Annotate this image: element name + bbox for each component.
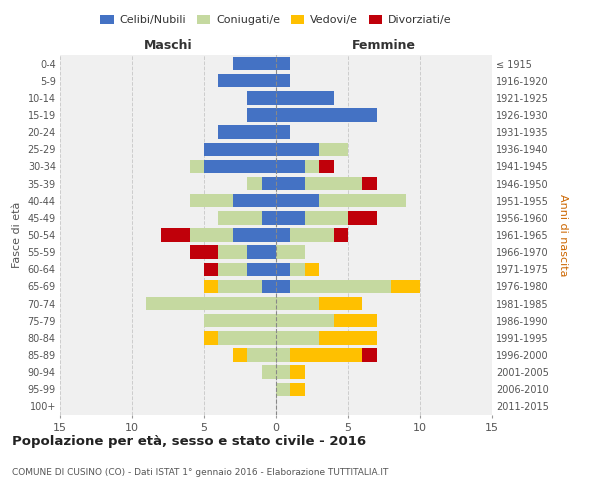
Bar xyxy=(290,348,362,362)
Bar xyxy=(204,280,218,293)
Bar xyxy=(262,177,276,190)
Bar xyxy=(348,211,377,224)
Bar xyxy=(233,348,247,362)
Bar xyxy=(290,382,305,396)
Bar xyxy=(247,246,276,259)
Bar xyxy=(276,211,305,224)
Bar xyxy=(233,194,276,207)
Y-axis label: Fasce di età: Fasce di età xyxy=(12,202,22,268)
Bar xyxy=(218,126,276,139)
Bar xyxy=(247,262,276,276)
Bar xyxy=(276,382,290,396)
Bar xyxy=(218,262,247,276)
Bar xyxy=(276,108,377,122)
Bar xyxy=(262,366,276,379)
Bar xyxy=(362,348,377,362)
Bar xyxy=(247,108,276,122)
Bar xyxy=(362,177,377,190)
Text: Popolazione per età, sesso e stato civile - 2016: Popolazione per età, sesso e stato civil… xyxy=(12,435,366,448)
Bar xyxy=(319,142,348,156)
Bar xyxy=(276,331,319,344)
Bar xyxy=(276,366,290,379)
Bar xyxy=(190,246,218,259)
Bar xyxy=(204,331,218,344)
Bar xyxy=(218,211,262,224)
Bar xyxy=(276,74,290,88)
Bar xyxy=(305,262,319,276)
Bar xyxy=(276,57,290,70)
Bar xyxy=(319,194,406,207)
Text: Maschi: Maschi xyxy=(143,38,193,52)
Bar xyxy=(290,366,305,379)
Bar xyxy=(276,246,305,259)
Bar xyxy=(276,314,334,328)
Bar xyxy=(276,280,290,293)
Bar xyxy=(161,228,190,241)
Bar xyxy=(204,142,276,156)
Bar xyxy=(190,194,233,207)
Bar xyxy=(391,280,420,293)
Bar xyxy=(247,177,262,190)
Text: COMUNE DI CUSINO (CO) - Dati ISTAT 1° gennaio 2016 - Elaborazione TUTTITALIA.IT: COMUNE DI CUSINO (CO) - Dati ISTAT 1° ge… xyxy=(12,468,388,477)
Bar xyxy=(204,262,218,276)
Bar xyxy=(276,126,290,139)
Bar xyxy=(276,194,319,207)
Bar xyxy=(218,74,276,88)
Bar xyxy=(290,228,334,241)
Bar xyxy=(218,331,276,344)
Bar xyxy=(190,228,233,241)
Text: Femmine: Femmine xyxy=(352,38,416,52)
Bar xyxy=(276,228,290,241)
Bar xyxy=(305,160,319,173)
Bar xyxy=(190,160,204,173)
Legend: Celibi/Nubili, Coniugati/e, Vedovi/e, Divorziati/e: Celibi/Nubili, Coniugati/e, Vedovi/e, Di… xyxy=(96,10,456,30)
Bar xyxy=(290,280,391,293)
Bar xyxy=(319,160,334,173)
Bar xyxy=(204,160,276,173)
Bar xyxy=(204,314,276,328)
Bar xyxy=(319,297,362,310)
Bar xyxy=(233,228,276,241)
Bar xyxy=(218,280,262,293)
Bar xyxy=(305,211,348,224)
Bar xyxy=(262,280,276,293)
Bar xyxy=(276,160,305,173)
Y-axis label: Anni di nascita: Anni di nascita xyxy=(559,194,568,276)
Bar xyxy=(218,246,247,259)
Bar xyxy=(276,177,305,190)
Bar xyxy=(305,177,362,190)
Bar xyxy=(276,91,334,104)
Bar xyxy=(334,228,348,241)
Bar xyxy=(233,57,276,70)
Bar xyxy=(247,348,276,362)
Bar xyxy=(247,91,276,104)
Bar xyxy=(276,348,290,362)
Bar xyxy=(276,262,290,276)
Bar xyxy=(290,262,305,276)
Bar xyxy=(319,331,377,344)
Bar xyxy=(276,142,319,156)
Bar xyxy=(262,211,276,224)
Bar xyxy=(334,314,377,328)
Bar xyxy=(146,297,276,310)
Bar xyxy=(276,297,319,310)
